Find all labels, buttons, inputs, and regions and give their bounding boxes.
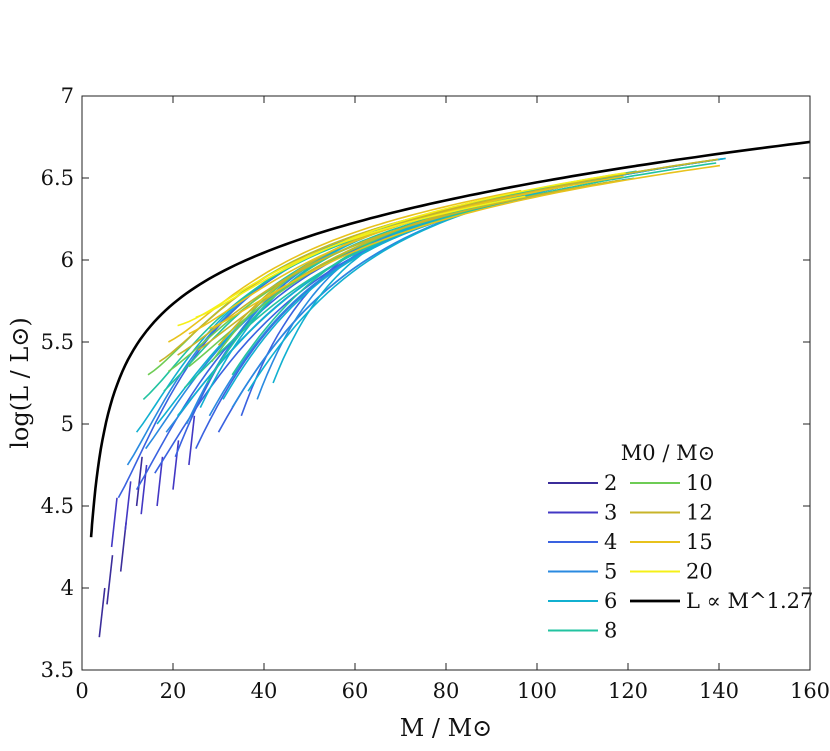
y-tick-label: 5.5 — [41, 330, 74, 354]
x-axis-label: M / M⊙ — [400, 714, 493, 742]
track-4-1 — [135, 181, 609, 490]
legend: M0 / M⊙ 2 3 4 5 6 8 10 12 15 20 L ∝ M^1.27 — [548, 441, 813, 643]
legend-label-20: 20 — [686, 560, 713, 584]
track-5-0 — [126, 196, 504, 466]
legend-label-L ∝ M^1.27: L ∝ M^1.27 — [686, 589, 813, 613]
track-3-3 — [156, 456, 164, 507]
y-tick-label: 7 — [61, 84, 74, 108]
reference-power-law-line — [89, 140, 810, 538]
track-2-3 — [135, 456, 143, 507]
track-12-0 — [158, 193, 518, 363]
y-axis-label: log(L / L⊙) — [6, 317, 34, 449]
track-2-1 — [106, 555, 114, 605]
track-15-2 — [209, 164, 721, 330]
series-3 — [110, 415, 196, 548]
track-4-5 — [217, 158, 722, 433]
x-tick-label: 40 — [251, 679, 278, 703]
x-tick-label: 160 — [790, 679, 830, 703]
tick-labels-group: 0 20 40 60 80 100 120 140 160 3.5 4 4.5 5 5.5 6 6.5 7 — [41, 84, 830, 703]
legend-label-4: 4 — [604, 530, 617, 554]
track-8-2 — [183, 162, 717, 389]
track-20-1 — [195, 172, 626, 319]
x-tick-label: 80 — [433, 679, 460, 703]
ticks-group — [81, 95, 811, 671]
series-20 — [177, 172, 626, 327]
legend-label-12: 12 — [686, 501, 713, 525]
track-8-0 — [142, 198, 511, 400]
y-tick-label: 6.5 — [41, 166, 74, 190]
series-2 — [98, 456, 143, 638]
y-tick-label: 6 — [61, 248, 74, 272]
y-tick-label: 4 — [61, 576, 74, 600]
y-tick-label: 4.5 — [41, 494, 74, 518]
legend-label-8: 8 — [604, 619, 617, 643]
legend-label-15: 15 — [686, 530, 713, 554]
legend-label-6: 6 — [604, 589, 617, 613]
legend-label-10: 10 — [686, 471, 713, 495]
track-3-0 — [110, 497, 118, 548]
track-20-0 — [177, 195, 526, 327]
track-10-0 — [147, 194, 513, 376]
track-5-3 — [185, 191, 530, 425]
legend-label-5: 5 — [604, 560, 617, 584]
track-10-2 — [188, 158, 717, 368]
x-tick-label: 120 — [608, 679, 648, 703]
track-2-0 — [98, 587, 106, 638]
track-3-1 — [124, 481, 132, 531]
y-tick-label: 5 — [61, 412, 74, 436]
track-3-4 — [172, 440, 180, 490]
track-3-5 — [188, 415, 196, 466]
track-4-2 — [154, 159, 712, 474]
track-12-3 — [217, 189, 544, 346]
legend-label-3: 3 — [604, 501, 617, 525]
track-10-1 — [167, 179, 618, 373]
y-tick-label: 3.5 — [41, 658, 74, 682]
x-tick-label: 60 — [342, 679, 369, 703]
legend-title: M0 / M⊙ — [621, 441, 715, 465]
x-tick-label: 100 — [517, 679, 557, 703]
x-tick-label: 20 — [160, 679, 187, 703]
x-tick-label: 140 — [699, 679, 739, 703]
track-6-3 — [199, 190, 536, 408]
series-6 — [135, 157, 726, 433]
track-4-0 — [117, 197, 499, 499]
curves-group — [89, 140, 810, 638]
legend-label-2: 2 — [604, 471, 617, 495]
x-tick-label: 0 — [75, 679, 88, 703]
